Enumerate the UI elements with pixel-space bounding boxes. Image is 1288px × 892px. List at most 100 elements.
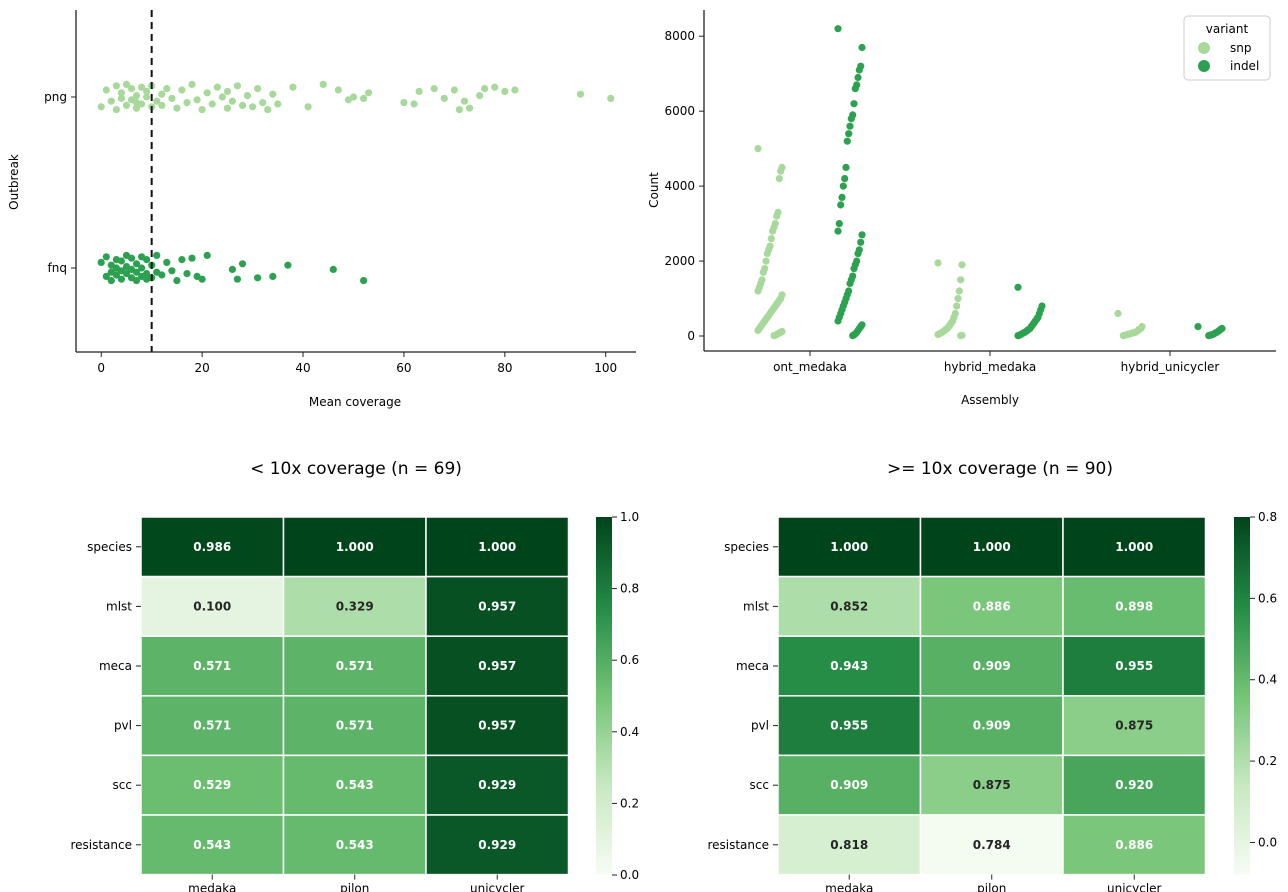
point-png: [607, 94, 615, 102]
point-fnq: [360, 277, 368, 285]
point-indel-ont_medaka: [845, 130, 853, 138]
point-png: [465, 104, 474, 112]
point-png: [112, 106, 120, 114]
colorbar-tick-label: 0.4: [620, 725, 639, 739]
point-png: [289, 83, 297, 91]
heatmap-cell: [140, 516, 285, 578]
point-fnq: [117, 275, 125, 283]
point-png: [163, 85, 171, 93]
point-png: [213, 83, 221, 91]
point-png: [158, 101, 166, 109]
heatmap-high-cells: 1.000 1.000 1.000 0.852 0.886 0.898 0.943 0.909…: [777, 516, 1207, 876]
colorbar-tick-label: 0.0: [1258, 835, 1277, 849]
point-png: [168, 94, 176, 102]
point-png: [183, 99, 191, 107]
cell-value-label: 0.909: [973, 719, 1011, 733]
point-png: [178, 86, 186, 94]
legend-title: variant: [1206, 22, 1249, 36]
cell-value-label: 0.920: [1115, 778, 1153, 792]
point-png: [460, 97, 469, 105]
heatmap-cell: [1062, 575, 1207, 637]
point-png: [274, 100, 282, 108]
heatmap-cell: [425, 635, 570, 697]
point-fnq: [117, 257, 125, 265]
point-fnq: [228, 265, 236, 273]
point-png: [173, 104, 181, 112]
x-tick-label: 60: [396, 361, 411, 375]
plot2-y-label: Count: [647, 172, 661, 208]
cell-value-label: 0.929: [478, 838, 516, 852]
point-png: [400, 99, 408, 107]
point-snp-hybrid_medaka: [958, 261, 966, 269]
point-fnq: [127, 254, 136, 262]
cell-value-label: 0.784: [973, 838, 1011, 852]
point-png: [334, 86, 342, 94]
point-png: [132, 104, 141, 112]
point-png: [501, 87, 509, 95]
point-fnq: [102, 272, 110, 280]
point-png: [138, 100, 146, 108]
point-fnq: [132, 260, 141, 268]
point-snp-ont_medaka: [767, 235, 775, 243]
point-indel-ont_medaka: [838, 193, 846, 201]
colorbar-tick-label: 0.8: [620, 582, 639, 596]
point-indel-ont_medaka: [850, 100, 858, 108]
point-snp-hybrid_medaka: [954, 294, 962, 303]
y-tick-label: 2000: [664, 254, 695, 268]
col-label-pilon: pilon: [340, 882, 369, 892]
point-indel-ont_medaka: [851, 85, 859, 93]
x-tick-label-ont-medaka: ont_medaka: [773, 360, 847, 374]
point-snp-ont_medaka: [769, 227, 777, 235]
point-png: [228, 97, 236, 105]
point-png: [269, 90, 277, 98]
point-png: [97, 103, 105, 111]
cell-value-label: 0.909: [830, 778, 868, 792]
heatmap-low-cells: 0.986 1.000 1.000 0.100 0.329 0.957 0.571 0.571…: [140, 516, 570, 876]
point-indel-hybrid_unicycler: [1205, 332, 1213, 340]
point-png: [203, 89, 211, 97]
plot2-x-label: Assembly: [961, 393, 1019, 407]
row-label-resistance: resistance: [707, 838, 769, 852]
point-indel-hybrid_medaka: [1014, 332, 1022, 340]
point-indel-ont_medaka: [834, 317, 842, 325]
cell-value-label: 0.886: [973, 599, 1011, 613]
point-snp-ont_medaka: [770, 332, 778, 340]
point-indel-ont_medaka: [857, 238, 865, 246]
point-png: [476, 92, 484, 100]
point-indel-ont_medaka: [849, 332, 857, 340]
plot1-y-label: Outbreak: [7, 154, 21, 210]
x-tick-label: 80: [497, 361, 512, 375]
point-indel-ont_medaka: [847, 115, 855, 123]
point-png: [143, 93, 151, 101]
point-png: [193, 96, 201, 104]
heatmap-cell: [140, 575, 285, 637]
cell-value-label: 0.571: [336, 659, 374, 673]
heatmap-low-title: < 10x coverage (n = 69): [250, 459, 462, 479]
row-label-pvl: pvl: [114, 719, 132, 733]
y-tick-label-fnq: fnq: [48, 261, 67, 275]
point-fnq: [329, 265, 337, 273]
cell-value-label: 0.986: [193, 540, 231, 554]
point-png: [223, 104, 231, 112]
row-label-meca: meca: [736, 659, 769, 673]
point-png: [153, 97, 161, 105]
point-fnq: [284, 261, 292, 269]
cell-value-label: 0.571: [193, 659, 231, 673]
heatmap-cell: [425, 516, 570, 578]
point-png: [415, 87, 423, 95]
point-indel-ont_medaka: [843, 137, 851, 145]
point-png: [264, 106, 272, 114]
point-fnq: [173, 277, 181, 285]
point-png: [218, 93, 226, 101]
col-label-unicycler: unicycler: [470, 882, 525, 892]
point-fnq: [233, 275, 241, 283]
row-label-resistance: resistance: [70, 838, 132, 852]
point-png: [188, 80, 196, 88]
point-png: [259, 99, 267, 107]
heatmap-high-colorbar-ticks: 0.0 0.2 0.4 0.6 0.8: [1250, 510, 1277, 849]
point-png: [319, 80, 327, 88]
cell-value-label: 0.957: [478, 599, 516, 613]
cell-value-label: 1.000: [973, 540, 1011, 554]
heatmap-high-title: >= 10x coverage (n = 90): [887, 459, 1113, 479]
cell-value-label: 0.852: [830, 599, 868, 613]
